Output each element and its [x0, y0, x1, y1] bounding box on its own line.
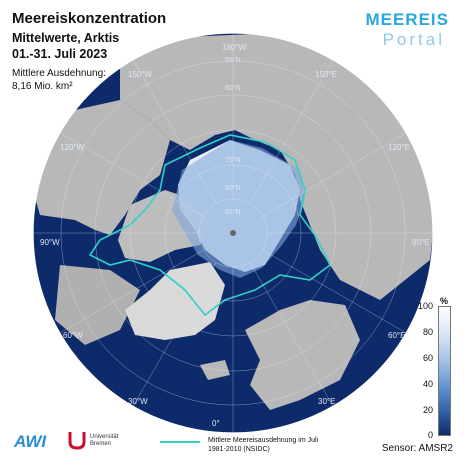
colorbar-tick: 100 [409, 301, 433, 311]
lon-label: 120°E [388, 143, 410, 152]
colorbar-unit: % [440, 296, 448, 306]
colorbar [438, 306, 451, 436]
colorbar-tick: 40 [409, 379, 433, 389]
lat-label: 80°N [225, 184, 241, 192]
lon-label: 180°W [222, 43, 247, 52]
lon-label: 30°E [318, 397, 335, 406]
lon-label: 60°W [63, 331, 83, 340]
lat-label: 60°N [225, 84, 241, 92]
lat-label: 75°N [225, 156, 241, 164]
uni-line2: Bremen [90, 441, 118, 448]
awi-logo: AWI [14, 432, 46, 452]
uni-bremen-logo-icon [68, 430, 86, 450]
lon-label: 0° [212, 419, 220, 428]
pole-marker [230, 230, 236, 236]
legend-line1: Mittlere Meereisausdehnung im Juli [208, 436, 318, 445]
lon-label: 120°W [60, 143, 85, 152]
lat-label: 85°N [225, 208, 241, 216]
median-line-legend: Mittlere Meereisausdehnung im Juli 1981-… [208, 436, 318, 454]
lat-label: 55°N [225, 56, 241, 64]
colorbar-tick: 80 [409, 327, 433, 337]
sensor-label: Sensor: AMSR2 [382, 443, 453, 454]
legend-line2: 1981-2010 (NSIDC) [208, 445, 318, 454]
lon-label: 30°W [128, 397, 148, 406]
uni-bremen-label: Universität Bremen [90, 434, 118, 448]
lon-label: 150°E [315, 70, 337, 79]
uni-line1: Universität [90, 434, 118, 441]
lon-label: 90°E [412, 238, 429, 247]
lon-label: 60°E [388, 331, 405, 340]
colorbar-tick: 0 [409, 430, 433, 440]
colorbar-tick: 60 [409, 353, 433, 363]
lon-label: 90°W [40, 238, 60, 247]
lon-label: 150°W [128, 70, 153, 79]
colorbar-tick: 20 [409, 405, 433, 415]
median-line-legend-swatch [160, 441, 200, 443]
